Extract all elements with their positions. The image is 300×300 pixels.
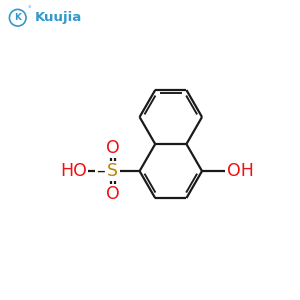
Text: S: S (107, 162, 118, 180)
Text: HO: HO (60, 162, 87, 180)
Text: OH: OH (227, 162, 254, 180)
Text: O: O (106, 185, 120, 203)
Text: –: – (96, 162, 105, 180)
Text: K: K (14, 13, 21, 22)
Text: Kuujia: Kuujia (34, 11, 82, 24)
Text: °: ° (28, 6, 31, 12)
Text: O: O (106, 139, 120, 157)
